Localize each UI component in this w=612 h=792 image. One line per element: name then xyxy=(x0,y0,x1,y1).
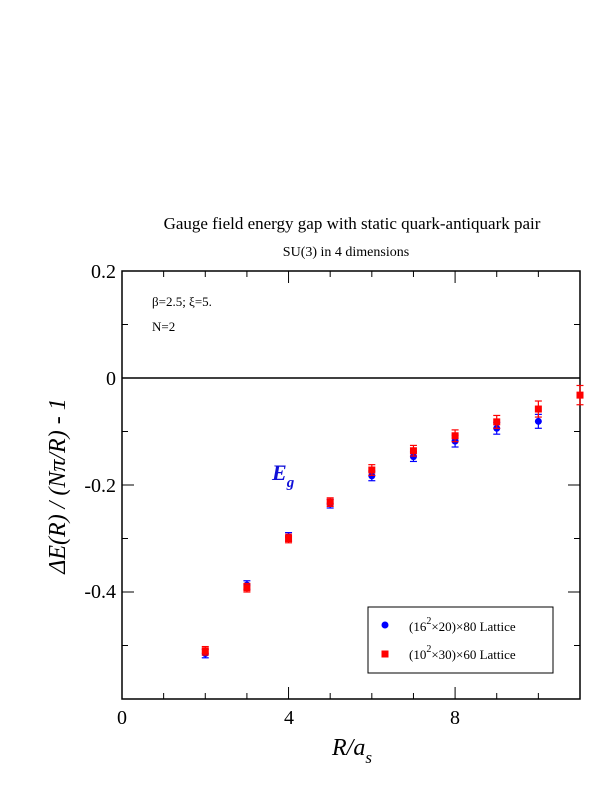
x-axis-label-subscript: s xyxy=(365,748,372,767)
legend-marker-circle xyxy=(381,621,389,629)
legend-marker-square xyxy=(381,650,389,658)
data-point xyxy=(201,647,209,655)
series-2 xyxy=(201,384,584,656)
x-axis-label-text: R/a xyxy=(331,735,365,761)
x-tick-label: 0 xyxy=(117,707,127,729)
n-annotation: N=2 xyxy=(152,319,175,334)
level-label-subscript: g xyxy=(286,475,295,491)
data-point xyxy=(534,405,542,413)
data-marks xyxy=(201,384,584,659)
y-axis-label: ΔE(R) / (Nπ/R) - 1 xyxy=(45,398,71,574)
legend: (162×20)×80 Lattice (102×30)×60 Lattice xyxy=(367,606,554,674)
legend-label: (102×30)×60 Lattice xyxy=(409,644,516,662)
data-point xyxy=(326,498,334,506)
chart-title: Gauge field energy gap with static quark… xyxy=(164,214,541,233)
y-tick-label: -0.2 xyxy=(84,475,116,497)
data-point xyxy=(451,432,459,440)
data-point xyxy=(368,466,376,474)
data-point xyxy=(285,535,293,542)
data-point xyxy=(243,584,251,592)
data-point xyxy=(493,418,501,426)
legend-label: (162×20)×80 Lattice xyxy=(409,616,516,634)
params-annotation: β=2.5; ξ=5. xyxy=(152,294,212,309)
x-tick-label: 8 xyxy=(450,707,460,729)
chart-subtitle: SU(3) in 4 dimensions xyxy=(283,245,409,260)
x-tick-label: 4 xyxy=(284,707,294,729)
legend-box xyxy=(367,606,554,674)
data-point xyxy=(534,417,542,425)
level-label: Eg xyxy=(271,460,295,491)
level-label-main: E xyxy=(271,460,287,485)
y-tick-label: -0.4 xyxy=(84,581,116,603)
data-point xyxy=(576,391,584,399)
y-tick-label: 0 xyxy=(106,368,116,390)
data-point xyxy=(409,447,417,455)
x-axis-label: R/as xyxy=(331,735,372,767)
y-tick-label: 0.2 xyxy=(91,261,116,283)
